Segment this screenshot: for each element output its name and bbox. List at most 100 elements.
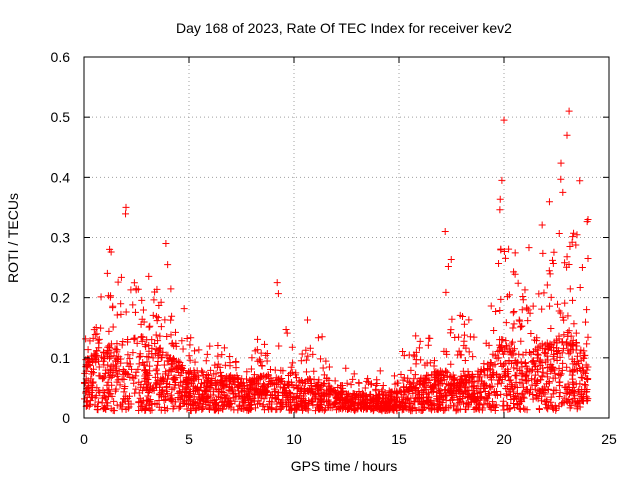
data-point: [478, 377, 486, 385]
data-point: [510, 388, 518, 396]
data-point: [245, 401, 253, 409]
data-point: [257, 394, 265, 402]
data-point: [197, 383, 205, 391]
data-point: [85, 384, 93, 392]
data-point: [220, 382, 228, 390]
data-point: [539, 249, 547, 257]
data-point: [111, 345, 119, 353]
data-point: [465, 316, 473, 324]
data-point: [524, 317, 532, 325]
data-point: [138, 402, 146, 410]
data-point: [240, 402, 248, 410]
data-point: [576, 177, 584, 185]
data-point: [456, 380, 464, 388]
data-point: [559, 398, 567, 406]
data-point: [117, 273, 125, 281]
data-point: [582, 318, 590, 326]
data-point: [503, 343, 511, 351]
data-point: [581, 380, 589, 388]
y-tick-label: 0.1: [51, 350, 71, 366]
data-point: [435, 385, 443, 393]
data-point: [487, 302, 495, 310]
data-point: [190, 401, 198, 409]
data-point: [225, 402, 233, 410]
data-point: [105, 342, 113, 350]
data-point: [423, 390, 431, 398]
data-point: [129, 349, 137, 357]
data-point: [329, 388, 337, 396]
data-point: [498, 362, 506, 370]
data-point: [580, 367, 588, 375]
data-point: [254, 357, 262, 365]
data-point: [563, 131, 571, 139]
data-point: [318, 405, 326, 413]
data-point: [200, 379, 208, 387]
data-point: [584, 255, 592, 263]
data-point: [99, 405, 107, 413]
data-point: [214, 388, 222, 396]
data-point: [378, 407, 386, 415]
data-point: [531, 371, 539, 379]
data-point: [97, 293, 105, 301]
x-tick-label: 15: [391, 431, 407, 447]
data-point: [535, 290, 543, 298]
data-point: [151, 339, 159, 347]
data-point: [263, 387, 271, 395]
data-point: [428, 384, 436, 392]
data-point: [566, 285, 574, 293]
data-point: [107, 349, 115, 357]
data-point: [410, 351, 418, 359]
data-point: [214, 352, 222, 360]
data-point: [426, 382, 434, 390]
data-point: [337, 390, 345, 398]
data-point: [283, 403, 291, 411]
data-point: [223, 392, 231, 400]
data-point: [416, 377, 424, 385]
data-point: [557, 309, 565, 317]
data-point: [557, 175, 565, 183]
data-point: [203, 350, 211, 358]
data-point: [256, 399, 264, 407]
data-point: [182, 373, 190, 381]
data-point: [199, 395, 207, 403]
data-point: [340, 402, 348, 410]
data-point: [545, 379, 553, 387]
data-point: [304, 376, 312, 384]
data-point: [488, 382, 496, 390]
data-point: [355, 387, 363, 395]
data-point: [130, 379, 138, 387]
data-point: [110, 407, 118, 415]
data-point: [398, 406, 406, 414]
data-point: [172, 342, 180, 350]
data-point: [495, 373, 503, 381]
data-point: [324, 401, 332, 409]
data-point: [179, 345, 187, 353]
data-point: [446, 388, 454, 396]
data-point: [117, 355, 125, 363]
y-tick-label: 0.5: [51, 109, 71, 125]
data-point: [572, 361, 580, 369]
data-point: [259, 401, 267, 409]
data-point: [351, 390, 359, 398]
data-point: [247, 365, 255, 373]
data-point: [462, 376, 470, 384]
data-point: [390, 372, 398, 380]
data-point: [479, 380, 487, 388]
data-point: [393, 379, 401, 387]
data-point: [124, 394, 132, 402]
data-point: [225, 387, 233, 395]
data-point: [520, 404, 528, 412]
data-point: [249, 394, 257, 402]
data-point: [126, 355, 134, 363]
data-point: [148, 386, 156, 394]
data-point: [124, 351, 132, 359]
data-point: [577, 356, 585, 364]
data-point: [422, 375, 430, 383]
data-point: [407, 366, 415, 374]
data-point: [401, 388, 409, 396]
data-point: [89, 386, 97, 394]
data-point: [507, 340, 515, 348]
data-point: [573, 367, 581, 375]
data-point: [134, 365, 142, 373]
data-point: [378, 386, 386, 394]
